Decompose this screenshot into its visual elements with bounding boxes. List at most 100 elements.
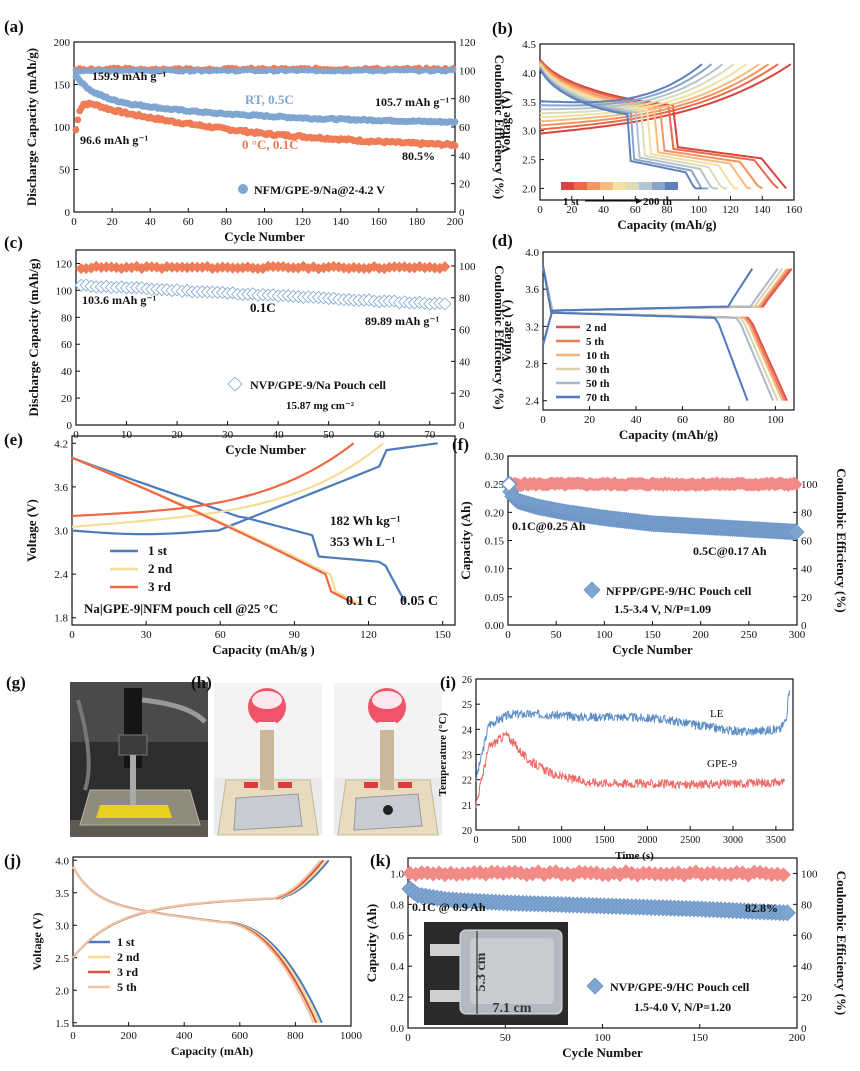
y-tick-label: 2.5 bbox=[55, 953, 69, 965]
photo-stand bbox=[260, 720, 274, 790]
discharge-curve bbox=[542, 265, 784, 402]
x-axis-label: Cycle Number bbox=[612, 642, 693, 657]
y-tick-label: 200 bbox=[54, 37, 71, 49]
charge-curve bbox=[539, 63, 779, 131]
inset-pouch-inner bbox=[470, 938, 554, 1004]
y2-tick-label: 40 bbox=[459, 150, 471, 162]
discharge-curve bbox=[72, 866, 318, 1024]
y2-axis-label: Coulombic Efficiency (%) bbox=[492, 55, 507, 199]
charge-curve bbox=[72, 859, 327, 959]
x-tick-label: 3000 bbox=[723, 835, 743, 846]
x-tick-label: 40 bbox=[273, 429, 285, 441]
x-tick-label: 30 bbox=[222, 429, 234, 441]
annotation: 96.6 mAh g⁻¹ bbox=[80, 133, 149, 147]
legend-label: 1 st bbox=[117, 935, 135, 949]
photo-cable bbox=[76, 699, 91, 791]
photo-puncture bbox=[383, 805, 393, 815]
x-tick-label: 60 bbox=[183, 216, 195, 228]
y2-tick-label: 20 bbox=[459, 179, 471, 191]
gradient-legend-swatch bbox=[574, 182, 587, 190]
annotation: 82.8% bbox=[745, 901, 778, 915]
y-tick-label: 2.4 bbox=[525, 396, 539, 408]
y-tick-label: 0 bbox=[67, 420, 73, 432]
legend-label: 30 th bbox=[586, 364, 610, 376]
temperature-trace bbox=[475, 690, 791, 782]
y2-tick-label: 80 bbox=[801, 507, 813, 519]
plot-frame bbox=[75, 249, 456, 426]
inset-photo: 5.3 cm 7.1 cm bbox=[424, 922, 568, 1025]
x-tick-label: 60 bbox=[630, 204, 642, 216]
legend-label: NFM/GPE-9/Na@2-4.2 V bbox=[254, 183, 385, 197]
y-tick-label: 0.05 bbox=[485, 592, 505, 604]
y-tick-label: 3.6 bbox=[525, 284, 539, 296]
x-tick-label: 20 bbox=[107, 216, 119, 228]
photo-h bbox=[334, 683, 442, 836]
y-tick-label: 0.4 bbox=[390, 961, 404, 973]
capacity-point bbox=[438, 297, 452, 311]
legend-label: 200 th bbox=[643, 196, 672, 208]
legend-label: 3 rd bbox=[117, 965, 138, 979]
gradient-legend-swatch bbox=[600, 182, 613, 190]
x-tick-label: 200 bbox=[692, 629, 709, 641]
legend-label: 50 th bbox=[586, 378, 610, 390]
note: Na|GPE-9|NFM pouch cell @25 °C bbox=[84, 601, 278, 616]
panel-label-c: (c) bbox=[4, 233, 23, 252]
y-tick-label: 3.2 bbox=[525, 321, 539, 333]
photo-bulb-base bbox=[378, 722, 396, 730]
y-tick-label: 4.0 bbox=[522, 68, 536, 80]
charge-curve bbox=[71, 442, 355, 518]
gradient-legend-swatch bbox=[652, 182, 665, 190]
photo-press-head bbox=[118, 734, 148, 756]
legend-label: NVP/GPE-9/HC Pouch cell bbox=[610, 980, 750, 994]
chart-j: 0 200 400 600 800 1000 1.5 2.0 2.5 3.0 3.5 4.0 Capac… bbox=[30, 855, 363, 1058]
y2-axis-label: Coulombic Efficiency (%) bbox=[492, 265, 507, 409]
x-tick-label: 60 bbox=[374, 429, 386, 441]
x-tick-label: 150 bbox=[434, 629, 451, 641]
panel-label-k: (k) bbox=[370, 851, 391, 870]
y-tick-label: 21 bbox=[462, 801, 472, 812]
y-tick-label: 0.00 bbox=[485, 620, 505, 632]
x-tick-label: 180 bbox=[409, 216, 426, 228]
legend-label: 1 st bbox=[563, 196, 580, 208]
note: 1.5-4.0 V, N/P=1.20 bbox=[634, 1000, 731, 1014]
y-tick-label: 3.0 bbox=[54, 526, 68, 538]
x-tick-label: 100 bbox=[594, 1032, 611, 1044]
discharge-curve bbox=[71, 456, 355, 605]
y2-tick-label: 40 bbox=[801, 564, 813, 576]
y-tick-label: 1.0 bbox=[390, 868, 404, 880]
gradient-legend-swatch bbox=[639, 182, 652, 190]
x-tick-label: 150 bbox=[692, 1032, 709, 1044]
y2-tick-label: 100 bbox=[801, 479, 818, 491]
annotation: 159.9 mAh g⁻¹ bbox=[92, 69, 167, 83]
x-axis-label: Capacity (mAh/g) bbox=[619, 427, 718, 442]
capacity-point bbox=[501, 476, 517, 492]
x-axis-label: Time (s) bbox=[615, 850, 654, 862]
gradient-legend-swatch bbox=[626, 182, 639, 190]
charge-curve bbox=[72, 859, 322, 959]
y2-tick-label: 80 bbox=[459, 293, 471, 305]
x-tick-label: 100 bbox=[256, 216, 273, 228]
panel-label-j: (j) bbox=[4, 851, 21, 870]
ce-point bbox=[439, 261, 451, 273]
legend-label: 1 st bbox=[148, 543, 168, 558]
y-tick-label: 0.25 bbox=[485, 479, 505, 491]
legend-label: 2 nd bbox=[148, 561, 173, 576]
y2-tick-label: 60 bbox=[459, 122, 471, 134]
y-axis-label: Voltage (V) bbox=[30, 913, 44, 971]
y-tick-label: 60 bbox=[61, 339, 73, 351]
charge-curve bbox=[72, 859, 324, 959]
y-tick-label: 4.0 bbox=[55, 855, 69, 867]
x-tick-label: 300 bbox=[789, 629, 806, 641]
x-tick-label: 200 bbox=[789, 1032, 806, 1044]
legend-arrowhead bbox=[636, 198, 642, 204]
x-tick-label: 140 bbox=[332, 216, 349, 228]
panel-label-e: (e) bbox=[4, 430, 23, 449]
y-tick-label: 20 bbox=[61, 393, 73, 405]
chart-k: 0 50 100 150 200 0.0 0.2 0.4 0.6 0.8 1.0 0 20 40 60 80 1… bbox=[364, 857, 849, 1060]
y-tick-label: 3.6 bbox=[54, 482, 68, 494]
annotation: 103.6 mAh g⁻¹ bbox=[82, 293, 157, 307]
legend-label: 2 nd bbox=[586, 322, 607, 334]
x-tick-label: 160 bbox=[786, 204, 803, 216]
x-axis-label: Capacity (mAh/g ) bbox=[212, 642, 315, 657]
charge-curve bbox=[539, 63, 713, 107]
